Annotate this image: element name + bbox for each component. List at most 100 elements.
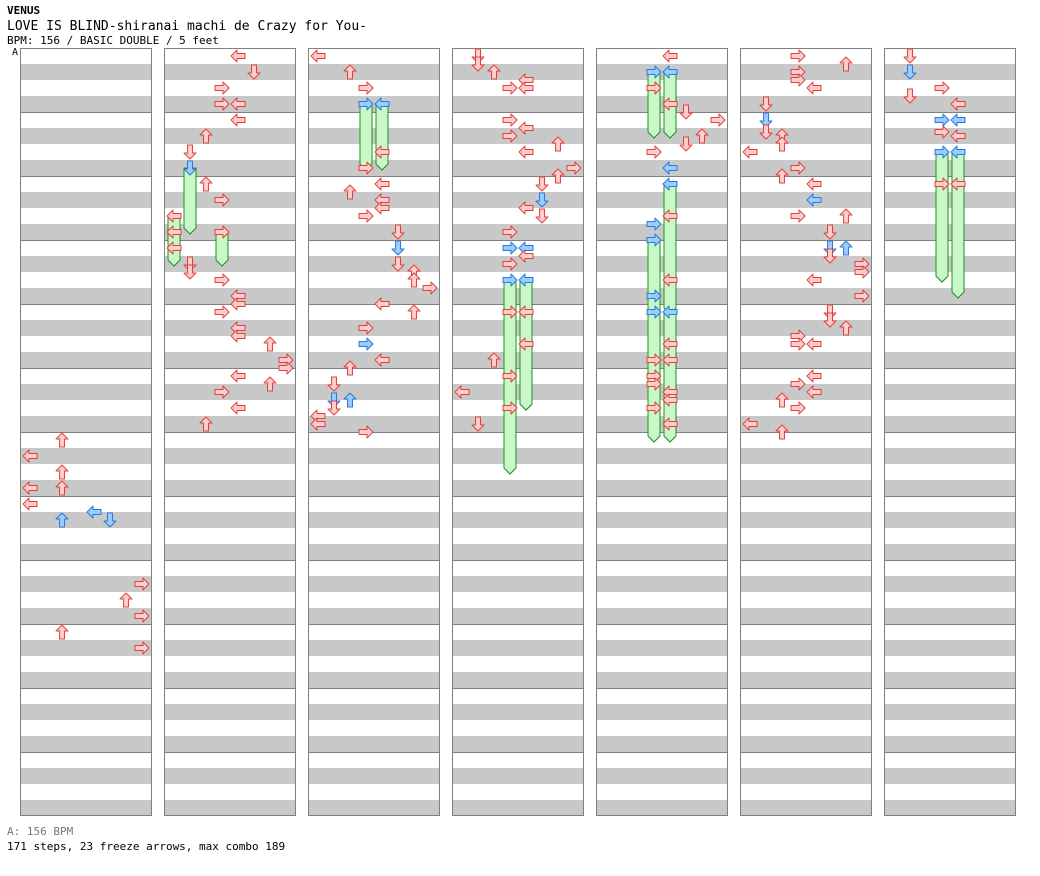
step-arrow-left [374, 353, 390, 367]
beat-stripe [884, 672, 1016, 688]
step-arrow-down [183, 264, 197, 280]
beat-stripe [596, 544, 728, 560]
step-arrow-left [374, 97, 390, 111]
beat-stripe [452, 640, 584, 656]
step-arrow-left [22, 497, 38, 511]
step-arrow-left [454, 385, 470, 399]
step-arrow-down [759, 124, 773, 140]
step-arrow-left [662, 393, 678, 407]
step-arrow-down [183, 144, 197, 160]
step-arrow-right [214, 225, 230, 239]
beat-stripe [164, 544, 296, 560]
beat-stripe [740, 480, 872, 496]
step-arrow-right [790, 377, 806, 391]
step-arrow-left [230, 297, 246, 311]
beat-stripe [884, 448, 1016, 464]
step-arrow-right [854, 265, 870, 279]
beat-stripe [20, 768, 152, 784]
step-arrow-left [662, 417, 678, 431]
step-arrow-up [199, 176, 213, 192]
beat-stripe [596, 512, 728, 528]
step-arrow-up [407, 272, 421, 288]
freeze-arrow-body [663, 183, 677, 315]
step-arrow-up [343, 64, 357, 80]
song-title: LOVE IS BLIND-shiranai machi de Crazy fo… [7, 19, 368, 34]
step-arrow-right [502, 241, 518, 255]
step-arrow-right [790, 401, 806, 415]
beat-stripe [452, 480, 584, 496]
step-arrow-right [214, 273, 230, 287]
beat-stripe [20, 480, 152, 496]
beat-stripe [452, 672, 584, 688]
step-arrow-left [662, 161, 678, 175]
step-arrow-down [103, 512, 117, 528]
step-arrow-right [134, 641, 150, 655]
beat-stripe [20, 384, 152, 400]
beat-stripe [308, 288, 440, 304]
beat-stripe [596, 320, 728, 336]
chart-column-border [740, 48, 872, 816]
step-arrow-down [183, 160, 197, 176]
beat-stripe [308, 640, 440, 656]
beat-stripe [308, 448, 440, 464]
freeze-arrow-body [359, 103, 373, 171]
beat-stripe [596, 288, 728, 304]
step-arrow-left [950, 113, 966, 127]
step-arrow-up [407, 304, 421, 320]
step-arrow-left [230, 113, 246, 127]
beat-stripe [740, 352, 872, 368]
beat-stripe [740, 800, 872, 816]
beat-stripe [740, 384, 872, 400]
beat-stripe [884, 96, 1016, 112]
beat-stripe [308, 544, 440, 560]
beat-stripe [308, 128, 440, 144]
step-arrow-down [823, 224, 837, 240]
step-arrow-right [646, 305, 662, 319]
beat-stripe [596, 608, 728, 624]
chart-column-border [164, 48, 296, 816]
step-arrow-left [374, 201, 390, 215]
step-arrow-up [55, 624, 69, 640]
chart-meta: BPM: 156 / BASIC DOUBLE / 5 feet [7, 34, 219, 47]
song-artist: VENUS [7, 4, 41, 17]
step-arrow-up [775, 136, 789, 152]
beat-stripe [452, 128, 584, 144]
beat-stripe [20, 192, 152, 208]
beat-stripe [20, 576, 152, 592]
step-arrow-down [823, 248, 837, 264]
step-arrow-right [134, 609, 150, 623]
beat-stripe [740, 512, 872, 528]
step-arrow-down [759, 112, 773, 128]
step-arrow-up [119, 592, 133, 608]
step-arrow-left [230, 49, 246, 63]
step-arrow-right [646, 289, 662, 303]
step-arrow-right [934, 113, 950, 127]
step-arrow-left [950, 145, 966, 159]
step-arrow-right [710, 113, 726, 127]
beat-stripe [452, 160, 584, 176]
beat-stripe [884, 576, 1016, 592]
beat-stripe [20, 544, 152, 560]
freeze-arrow-body [375, 103, 389, 171]
beat-stripe [740, 64, 872, 80]
beat-stripe [740, 544, 872, 560]
beat-stripe [596, 96, 728, 112]
step-arrow-up [199, 416, 213, 432]
beat-stripe [308, 64, 440, 80]
beat-stripe [740, 192, 872, 208]
step-arrow-up [55, 432, 69, 448]
beat-stripe [452, 448, 584, 464]
beat-stripe [164, 512, 296, 528]
step-arrow-down [391, 240, 405, 256]
step-arrow-left [806, 193, 822, 207]
step-arrow-up [839, 320, 853, 336]
step-arrow-left [950, 97, 966, 111]
beat-stripe [740, 448, 872, 464]
beat-stripe [164, 160, 296, 176]
step-arrow-right [566, 161, 582, 175]
beat-stripe [164, 480, 296, 496]
beat-stripe [740, 608, 872, 624]
step-arrow-left [662, 337, 678, 351]
step-arrow-right [278, 361, 294, 375]
beat-stripe [884, 800, 1016, 816]
